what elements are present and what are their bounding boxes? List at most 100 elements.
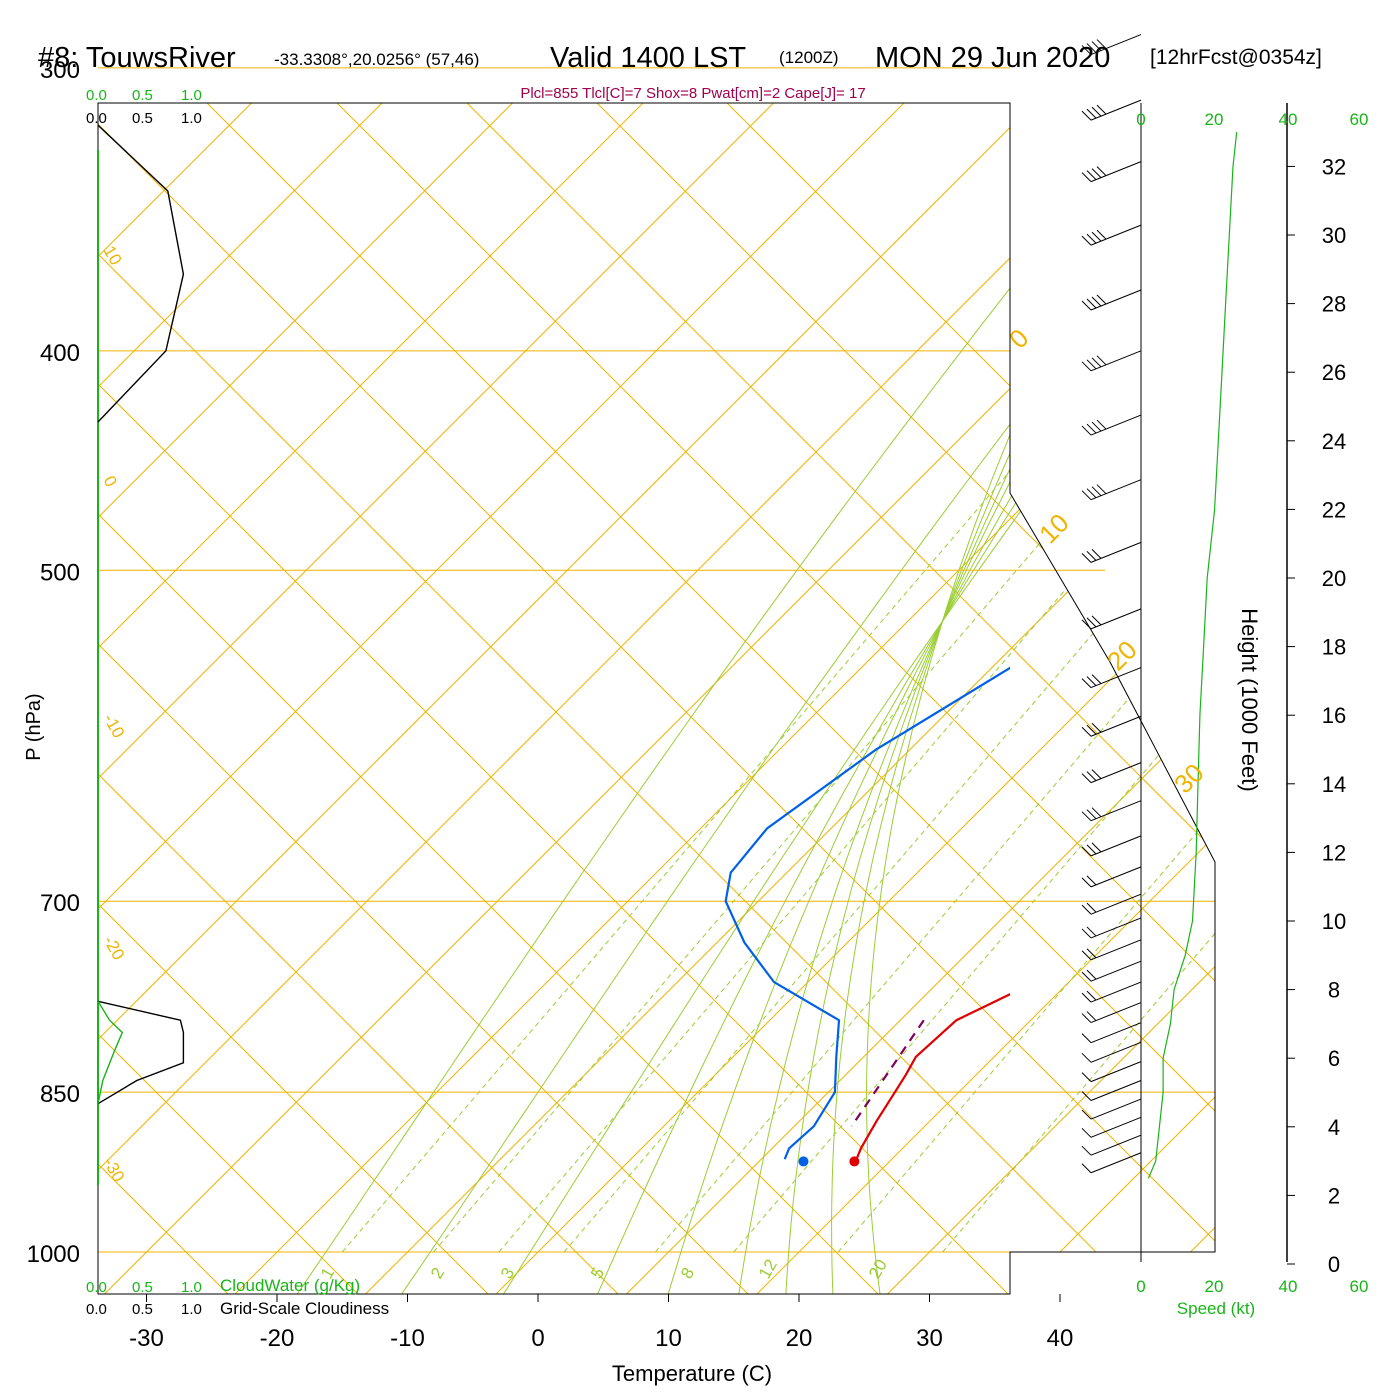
wind-barb-flag [1096,229,1107,240]
mixing-ratio-label: 20 [865,1256,891,1282]
speed-tick-bottom: 40 [1279,1277,1298,1296]
wind-barb-flag [1086,926,1097,937]
wind-barb-flag [1081,877,1092,888]
wind-speed-profile [1147,132,1238,1179]
temperature-tick-label: 10 [655,1325,682,1352]
wind-barb-flag [1081,361,1092,372]
dry-adiabat [596,103,1215,1294]
wind-barb [1081,414,1142,436]
wind-barb-flag [1081,425,1092,436]
dry-adiabat [466,103,1215,1294]
wind-barb-flag [1086,1011,1097,1021]
wind-barb [1081,981,1142,1003]
wind-barb-staff [1090,1002,1142,1024]
mixing-ratio-label: 5 [587,1264,608,1282]
speed-tick-top: 40 [1279,110,1298,129]
wind-barb-flag [1086,676,1097,686]
temperature-tick-label: 30 [916,1325,943,1352]
parcel-path [850,1019,925,1127]
x-axis-label: Temperature (C) [612,1361,772,1386]
wind-barb-flag [1091,357,1102,368]
wind-barb-staff [1090,1134,1142,1156]
dry-adiabat [98,103,1215,1294]
cloudiness-label: Grid-Scale Cloudiness [220,1299,389,1318]
wind-barb [1081,715,1142,737]
speed-axis-label: Speed (kt) [1177,1299,1255,1318]
wind-barb-flag [1081,235,1092,246]
wind-barb-flag [1091,807,1102,818]
wind-barb [1081,1152,1142,1174]
dry-adiabat [726,103,1215,1294]
dry-adiabat [98,103,99,1294]
cloudiness-upper [97,124,185,423]
wind-barb-flag [1081,904,1092,915]
cloudwater-scale-top: 1.0 [181,87,202,104]
wind-barb [1081,1041,1142,1063]
moist-adiabat [783,103,1215,1294]
wind-barb-flag [1081,553,1092,563]
wind-barb-staff [1090,893,1142,915]
wind-barb-flag [1091,769,1102,779]
isotherm [98,103,898,1294]
wind-barb-flag [1086,902,1097,913]
wind-barb-flag [1081,1052,1092,1063]
wind-barb-flag [1086,844,1097,855]
wind-barb-flag [1081,1072,1092,1082]
wind-barb-flag [1091,168,1102,178]
wind-barb-flag [1081,846,1092,857]
wind-barb-flag [1081,950,1092,961]
height-axis-label: Height (1000 Feet) [1237,608,1262,791]
wind-barb-flag [1091,842,1102,853]
dry-adiabat-label: 30 [1168,758,1210,800]
wind-barb-flag [1081,300,1092,311]
wind-barb [1081,1134,1142,1156]
isotherm-label: 10 [100,243,126,269]
wind-barb [1081,1022,1142,1044]
wind-barb-staff [1090,541,1142,563]
wind-barb-staff [1090,917,1142,939]
stability-indices: Plcl=855 Tlcl[C]=7 Shox=8 Pwat[cm]=2 Cap… [520,85,865,102]
height-tick-label: 20 [1322,566,1346,591]
moist-adiabat [831,103,1215,1294]
wind-barb [1081,34,1142,56]
wind-barb-flag [1096,294,1107,305]
isotherm [98,103,507,1294]
cloudiness-scale-bottom: 1.0 [181,1301,202,1318]
surface-temperature-dot [849,1156,860,1167]
wind-barb [1081,1002,1142,1024]
background-grid [98,103,1215,1294]
wind-barb [1081,350,1142,372]
wind-barb-flag [1091,615,1102,626]
chart-labels: Plcl=855 Tlcl[C]=7 Shox=8 Pwat[cm]=2 Cap… [23,57,1368,1386]
mixing-ratio-line [655,350,1215,1253]
wind-barb [1081,893,1142,915]
isotherm-label: -20 [100,933,129,964]
wind-barb-staff [1090,800,1142,822]
speed-tick-bottom: 0 [1136,1277,1145,1296]
wind-barb-staff [1090,1061,1142,1083]
temperature-tick-label: 0 [531,1325,544,1352]
cloudiness-scale-bottom: 0.5 [132,1301,153,1318]
wind-barb-flag [1091,722,1102,733]
mixing-ratio-line [733,350,1215,1253]
y-axis-label: P (hPa) [23,693,45,760]
wind-barb-flag [1081,773,1092,783]
wind-barb-flag [1086,551,1097,561]
wind-barb [1081,800,1142,822]
wind-barb [1081,1116,1142,1138]
height-tick-label: 16 [1322,703,1346,728]
wind-barb-staff [1090,1041,1142,1063]
wind-barb [1081,1061,1142,1083]
isotherm-label: -30 [100,1155,129,1186]
wind-barb [1081,960,1142,982]
wind-barb-flag [1081,1091,1092,1101]
dry-adiabat-label: 20 [1101,635,1143,677]
wind-barb-staff [1090,161,1142,183]
wind-barb-staff [1090,414,1142,436]
wind-barb [1081,835,1142,857]
wind-barb [1081,1098,1142,1120]
dry-adiabat [98,103,619,1294]
wind-barb-staff [1090,34,1142,56]
pressure-tick-label: 1000 [27,1241,80,1268]
cloudwater-scale-bottom: 1.0 [181,1279,202,1296]
